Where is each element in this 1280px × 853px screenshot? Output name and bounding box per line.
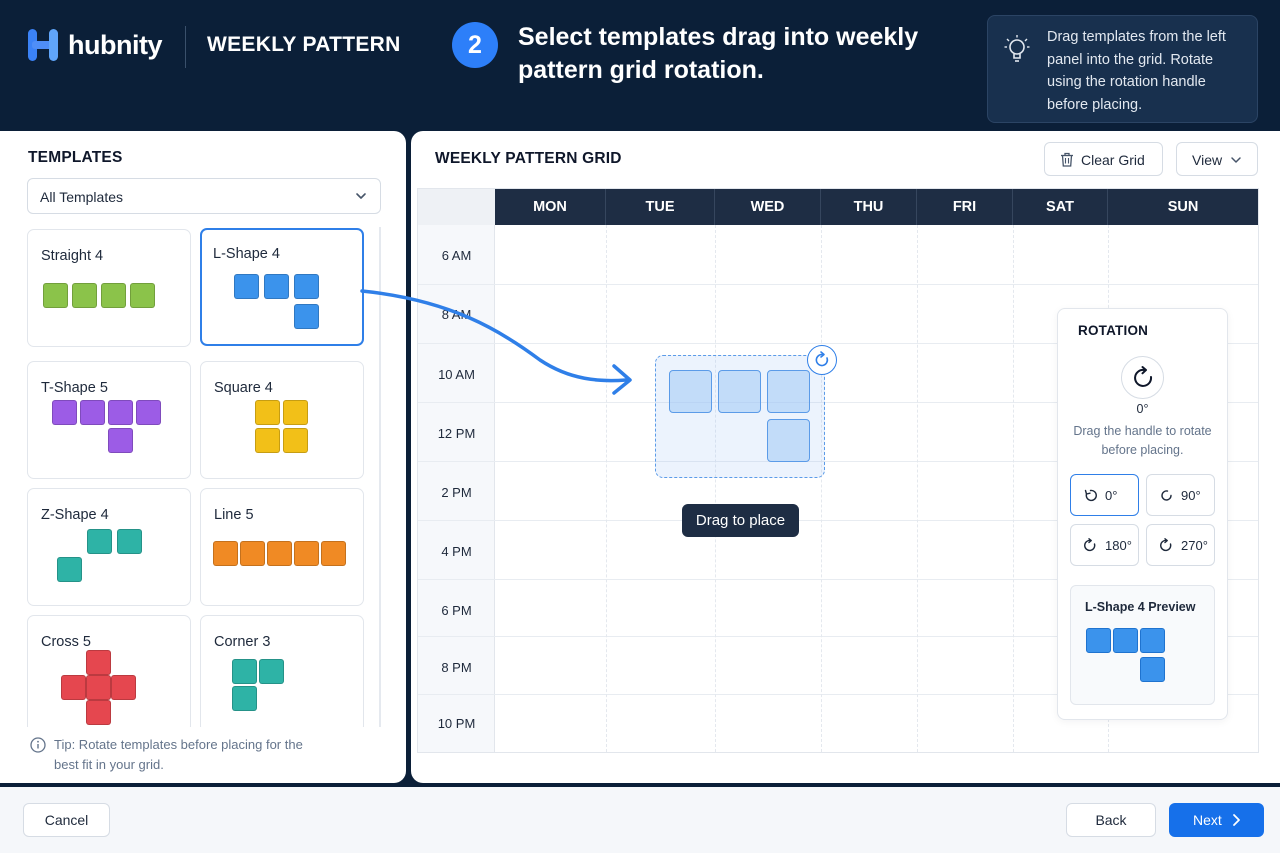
rotate-270-button[interactable]: 270° (1146, 524, 1215, 566)
day-header-tue: TUE (606, 189, 715, 225)
template-preview: L-Shape 4 Preview (1070, 585, 1215, 705)
time-label: 10 AM (438, 367, 475, 382)
rotate-0-label: 0° (1105, 488, 1118, 503)
cancel-button[interactable]: Cancel (23, 803, 110, 837)
template-card-l-shape-4[interactable]: L-Shape 4 (200, 228, 364, 346)
day-header-sun: SUN (1167, 199, 1199, 215)
step-number-badge: 2 (452, 22, 498, 68)
day-header-row: MON TUE WED THU FRI SAT SUN (495, 189, 1258, 225)
template-label: Straight 4 (41, 248, 104, 264)
template-label: Square 4 (214, 380, 273, 396)
rotate-270-label: 270° (1181, 538, 1208, 553)
clear-grid-label: Clear Grid (1081, 152, 1145, 168)
day-header-thu: THU (821, 189, 917, 225)
templates-filter-value: All Templates (40, 189, 124, 205)
time-label: 8 AM (441, 307, 472, 322)
time-label: 6 AM (441, 248, 472, 263)
rotate-ccw-icon (1084, 489, 1097, 502)
templates-panel: TEMPLATES All Templates Straight 4 L-Sha… (0, 131, 406, 783)
logo-text: hubnity (68, 29, 162, 60)
time-label: 2 PM (441, 485, 472, 500)
info-icon (30, 737, 46, 753)
template-card-straight-4[interactable]: Straight 4 (27, 229, 191, 347)
time-label: 12 PM (437, 426, 476, 441)
time-label: 6 PM (441, 603, 472, 618)
templates-title: TEMPLATES (28, 149, 123, 166)
step-instruction: Select templates drag into weekly patter… (518, 23, 919, 84)
hint-text: Drag templates from the left panel into … (1047, 29, 1226, 113)
day-header-sat: SAT (1013, 189, 1108, 225)
rotation-angle-readout: 0° (1136, 402, 1149, 416)
view-dropdown-button[interactable]: View (1176, 142, 1258, 176)
rotation-title: ROTATION (1078, 323, 1149, 338)
header-divider (185, 26, 186, 68)
template-card-corner-3[interactable]: Corner 3 (200, 615, 364, 727)
back-button[interactable]: Back (1066, 803, 1156, 837)
preview-title: L-Shape 4 Preview (1085, 600, 1196, 614)
page-title: WEEKLY PATTERN (207, 33, 401, 56)
chevron-right-icon (1233, 814, 1240, 826)
rotate-0-button[interactable]: 0° (1070, 474, 1139, 516)
template-label: T-Shape 5 (41, 380, 108, 396)
template-card-cross-5[interactable]: Cross 5 (27, 615, 191, 727)
rotate-icon (815, 351, 829, 367)
chevron-down-icon (356, 193, 366, 199)
weekly-pattern-grid[interactable]: MON TUE WED THU FRI SAT SUN 6 AM 8 AM 10… (417, 188, 1259, 753)
chevron-down-icon (1231, 157, 1241, 163)
template-card-square-4[interactable]: Square 4 (200, 361, 364, 479)
template-label: Line 5 (214, 507, 254, 523)
rotate-cw-icon (1084, 538, 1096, 552)
templates-filter-select[interactable]: All Templates (27, 178, 381, 214)
hint-box: Drag templates from the left panel into … (987, 15, 1258, 123)
next-button[interactable]: Next (1169, 803, 1264, 837)
template-label: Cross 5 (41, 634, 91, 650)
rotation-dial[interactable] (1121, 356, 1164, 399)
day-header-mon: MON (495, 189, 606, 225)
next-label: Next (1193, 812, 1222, 828)
rotate-clockwise-icon (1134, 366, 1153, 387)
view-label: View (1192, 152, 1223, 168)
time-label: 10 PM (437, 716, 476, 731)
rotate-90-label: 90° (1181, 488, 1201, 503)
rotate-180-button[interactable]: 180° (1070, 524, 1139, 566)
day-header-fri: FRI (917, 189, 1013, 225)
rotate-180-label: 180° (1105, 538, 1132, 553)
clear-grid-button[interactable]: Clear Grid (1044, 142, 1163, 176)
time-label: 8 PM (441, 660, 472, 675)
hubnity-logo-icon (27, 27, 61, 63)
day-header-wed: WED (715, 189, 821, 225)
footer-bar: Cancel Back Next (0, 787, 1280, 853)
template-card-t-shape-5[interactable]: T-Shape 5 (27, 361, 191, 479)
templates-list: Straight 4 L-Shape 4 T-Shape 5 (25, 227, 381, 727)
weekly-grid-panel: WEEKLY PATTERN GRID Clear Grid View MON … (411, 131, 1280, 783)
trash-icon (1061, 152, 1073, 167)
templates-scrollbar[interactable] (379, 227, 381, 727)
tip-text: Tip: Rotate templates before placing for… (54, 737, 303, 772)
template-label: L-Shape 4 (213, 246, 280, 262)
drag-to-place-tooltip: Drag to place (682, 504, 799, 537)
rotate-cw-icon (1160, 538, 1172, 552)
template-label: Z-Shape 4 (41, 507, 109, 523)
rotate-circle-icon (1161, 490, 1172, 501)
grid-title: WEEKLY PATTERN GRID (435, 150, 622, 167)
template-card-line-5[interactable]: Line 5 (200, 488, 364, 606)
rotate-90-button[interactable]: 90° (1146, 474, 1215, 516)
rotation-handle[interactable] (807, 345, 837, 375)
grid-corner-cell (418, 189, 495, 225)
template-label: Corner 3 (214, 634, 271, 650)
time-label: 4 PM (441, 544, 472, 559)
hubnity-logo: hubnity (27, 27, 162, 63)
rotation-panel: ROTATION 0° Drag the handle to rotate be… (1057, 308, 1228, 720)
dragged-template-ghost[interactable] (655, 355, 825, 478)
template-card-z-shape-4[interactable]: Z-Shape 4 (27, 488, 191, 606)
app-header: hubnity WEEKLY PATTERN 2 Select template… (0, 0, 1280, 130)
time-column: 6 AM 8 AM 10 AM 12 PM 2 PM 4 PM 6 PM 8 P… (418, 225, 495, 752)
lightbulb-icon (1004, 35, 1030, 62)
rotation-description: Drag the handle to rotate before placing… (1073, 424, 1212, 457)
